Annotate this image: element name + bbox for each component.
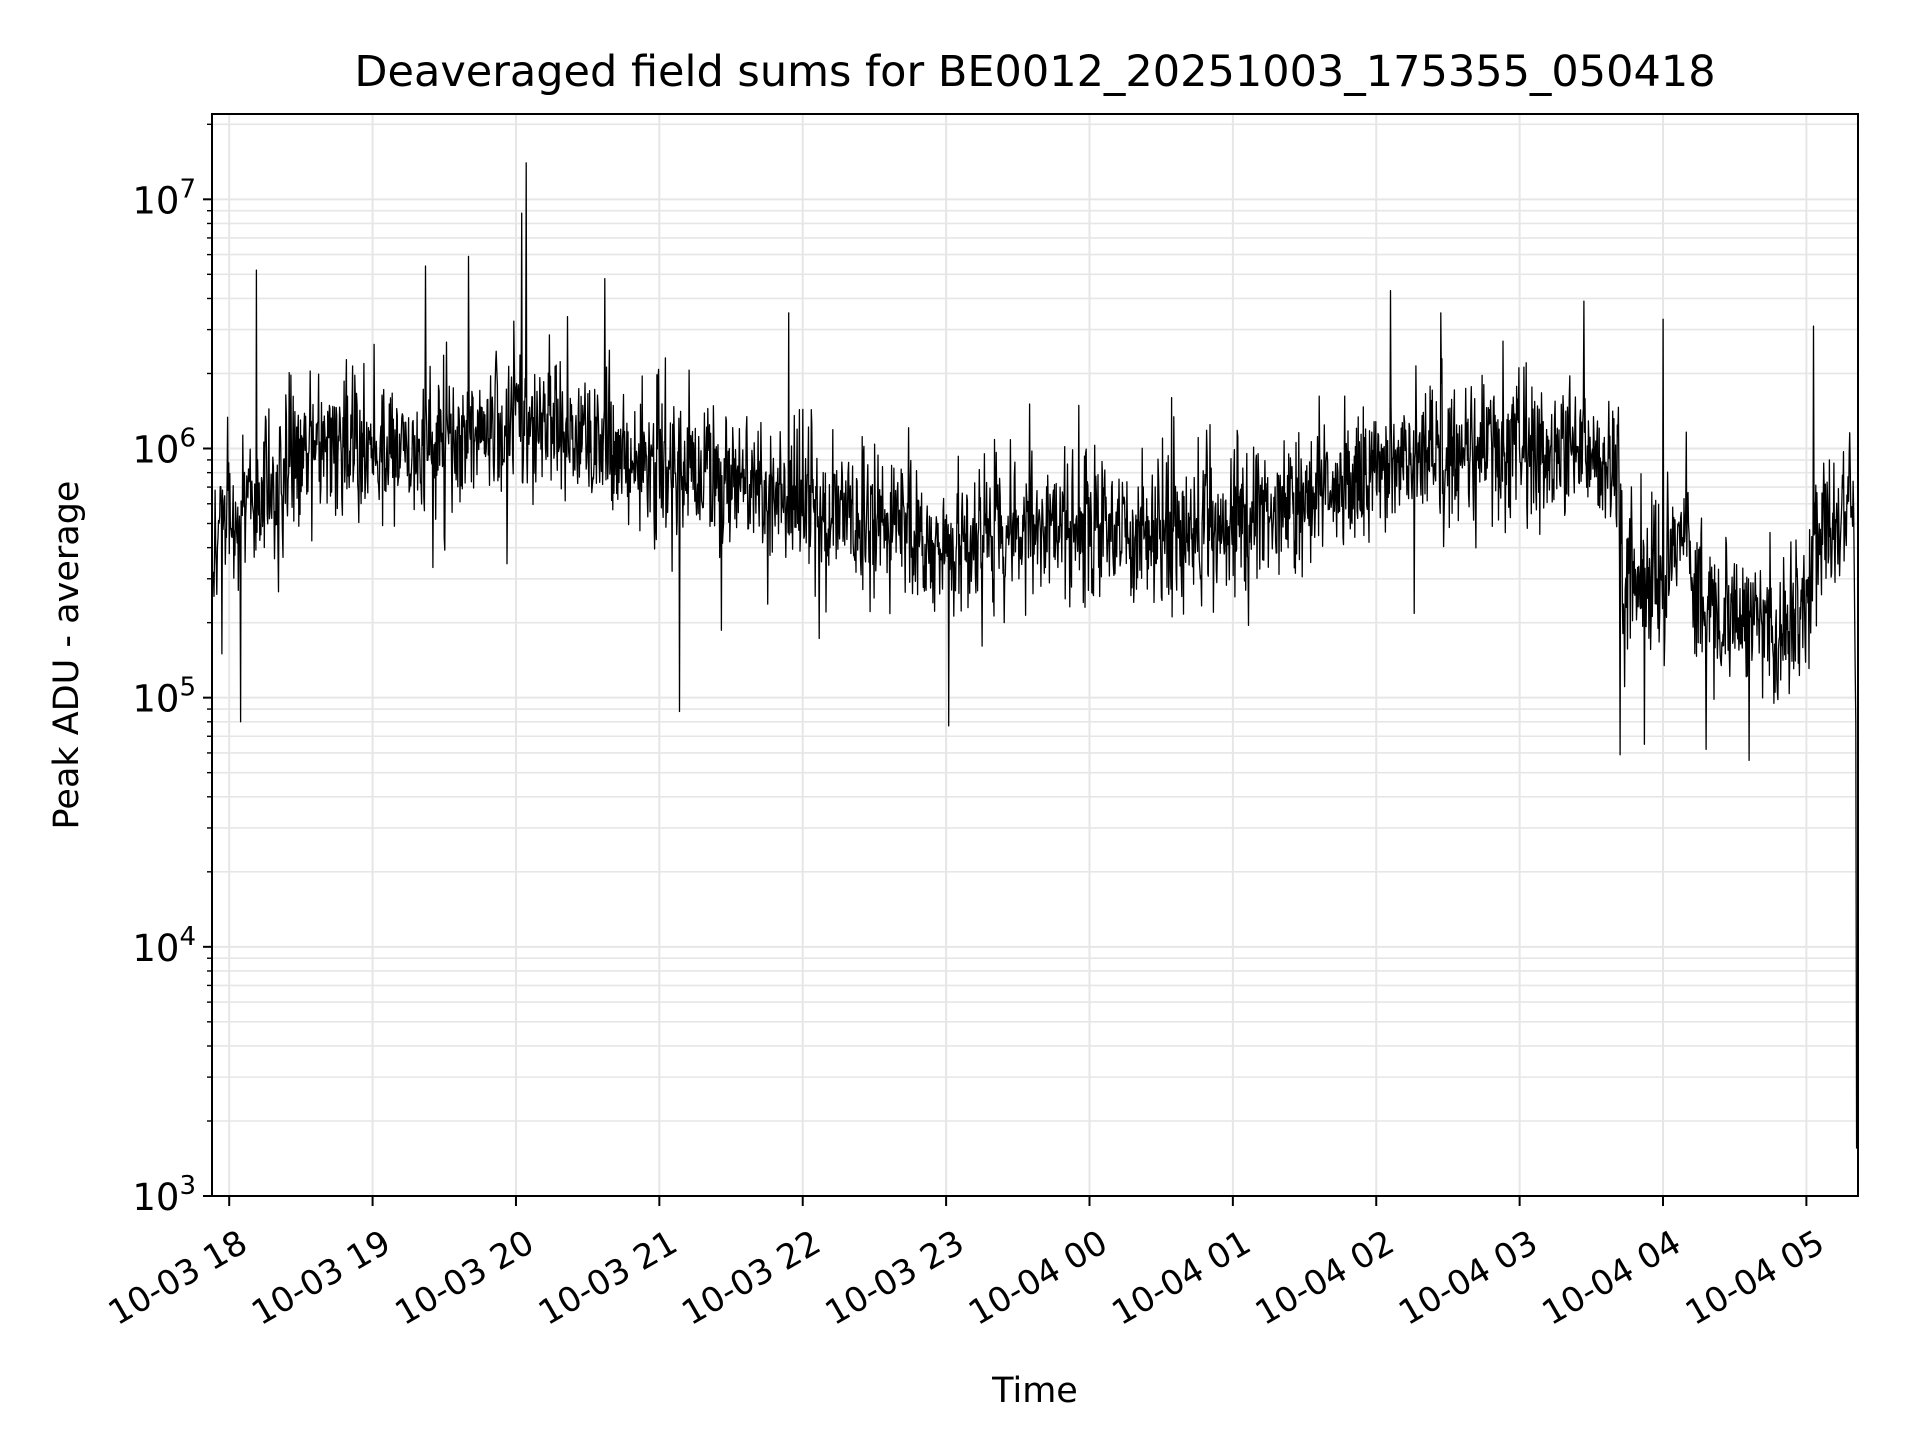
y-tick-label: 105: [132, 673, 196, 721]
data-series-line: [212, 162, 1858, 1149]
y-tick-label: 104: [132, 922, 196, 970]
series-layer: [212, 162, 1858, 1149]
y-tick-label: 106: [132, 423, 196, 471]
chart-title: Deaveraged field sums for BE0012_2025100…: [354, 47, 1715, 97]
grid-lines: [212, 114, 1858, 1197]
x-axis-label: Time: [991, 1371, 1078, 1411]
plot-frame: [211, 113, 1859, 1197]
y-tick-label: 107: [132, 174, 196, 222]
y-axis-label: Peak ADU - average: [47, 481, 87, 830]
y-tick-label: 103: [132, 1171, 196, 1219]
